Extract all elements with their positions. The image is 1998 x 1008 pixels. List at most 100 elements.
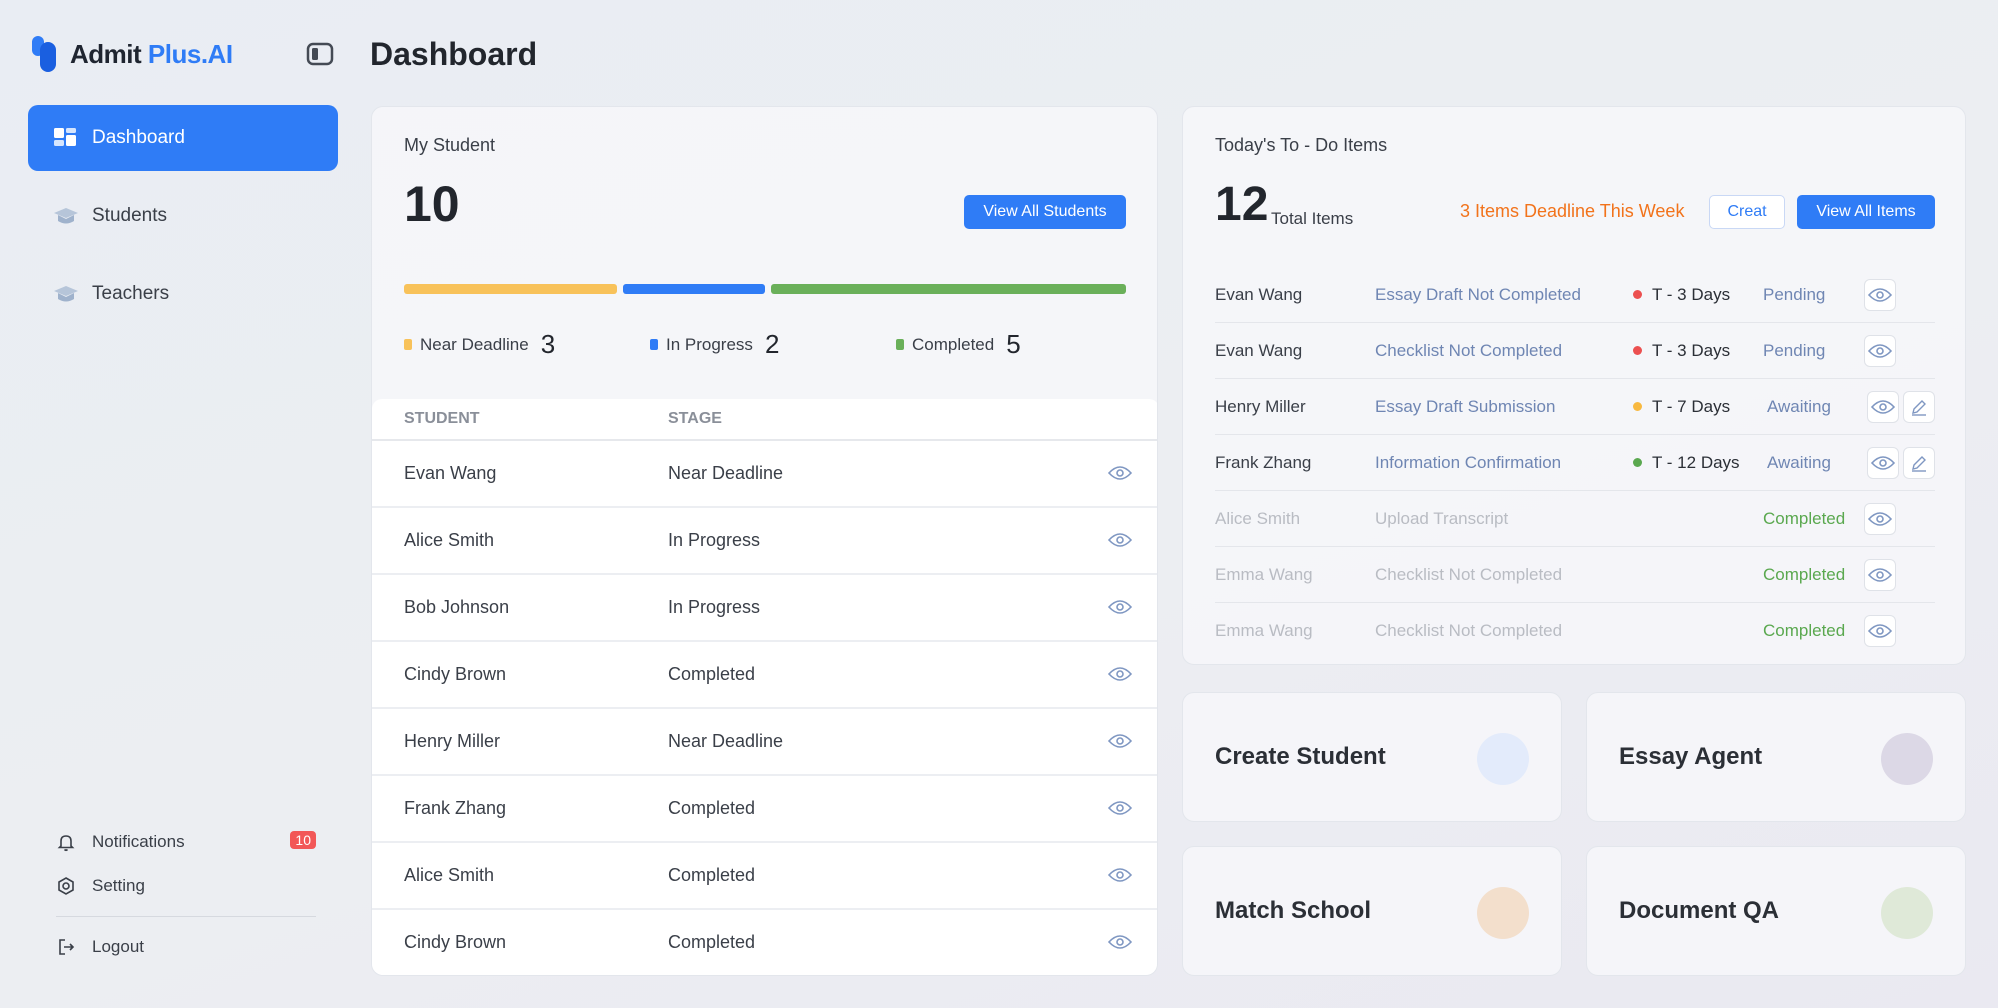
student-name: Alice Smith — [404, 530, 495, 550]
todo-student-name: Evan Wang — [1215, 340, 1303, 360]
due-status-dot — [1633, 402, 1642, 411]
table-header: STUDENT STAGE — [372, 399, 1157, 441]
legend-completed: Completed 5 — [896, 329, 1021, 360]
student-stage: Near Deadline — [668, 731, 784, 751]
edit-icon[interactable] — [1903, 391, 1935, 423]
student-stage: In Progress — [668, 597, 761, 617]
student-name: Frank Zhang — [404, 798, 507, 818]
notifications-label: Notifications — [92, 832, 185, 851]
essay-agent-card[interactable]: Essay Agent — [1586, 692, 1966, 822]
eye-icon[interactable] — [1864, 615, 1896, 647]
eye-icon[interactable] — [1107, 934, 1134, 952]
action-label: Match School — [1215, 897, 1372, 924]
legend-marker — [896, 339, 904, 350]
eye-icon[interactable] — [1107, 666, 1134, 684]
todo-student-name: Alice Smith — [1215, 508, 1301, 528]
edit-icon[interactable] — [1903, 447, 1935, 479]
student-name: Alice Smith — [404, 865, 495, 885]
table-row: Alice Smith Completed — [372, 843, 1157, 910]
column-header-student: STUDENT — [404, 410, 480, 427]
eye-icon[interactable] — [1107, 532, 1134, 550]
eye-icon[interactable] — [1107, 599, 1134, 617]
todo-student-name: Henry Miller — [1215, 396, 1306, 416]
eye-icon[interactable] — [1864, 279, 1896, 311]
create-item-button[interactable]: Creat — [1709, 195, 1785, 229]
eye-icon[interactable] — [1867, 447, 1899, 479]
due-status-dot — [1633, 458, 1642, 467]
eye-icon[interactable] — [1107, 867, 1134, 885]
document-qa-card[interactable]: Document QA — [1586, 846, 1966, 976]
match-school-card[interactable]: Match School — [1182, 846, 1562, 976]
todo-status: Completed — [1763, 508, 1846, 528]
todo-task[interactable]: Essay Draft Submission — [1375, 396, 1556, 416]
todo-list: Evan Wang Essay Draft Not Completed T - 3 … — [1215, 267, 1935, 659]
view-all-students-button[interactable]: View All Students — [964, 195, 1126, 229]
sidebar-toggle-icon[interactable] — [306, 42, 334, 66]
bell-icon — [56, 832, 76, 852]
setting-label: Setting — [92, 876, 145, 895]
logout-item[interactable]: Logout — [56, 925, 316, 969]
todo-task[interactable]: Essay Draft Not Completed — [1375, 284, 1581, 304]
todo-task[interactable]: Information Confirmation — [1375, 452, 1562, 472]
card-title: Today's To - Do Items — [1215, 135, 1388, 155]
eye-icon[interactable] — [1107, 733, 1134, 751]
todo-status: Pending — [1763, 340, 1826, 360]
view-all-items-button[interactable]: View All Items — [1797, 195, 1935, 229]
legend-label: Completed — [912, 334, 995, 354]
student-name: Cindy Brown — [404, 664, 507, 684]
todo-count: 12 — [1215, 178, 1269, 231]
sidebar-item-label: Students — [92, 205, 167, 226]
eye-icon[interactable] — [1107, 800, 1134, 818]
todo-student-name: Emma Wang — [1215, 564, 1313, 584]
todo-row: Evan Wang Essay Draft Not Completed T - 3 … — [1215, 267, 1935, 323]
eye-icon[interactable] — [1864, 559, 1896, 591]
logo-icon — [32, 36, 60, 72]
legend-count: 5 — [1006, 329, 1021, 359]
eye-icon[interactable] — [1864, 503, 1896, 535]
sidebar-item-label: Dashboard — [92, 127, 185, 148]
todo-row: Emma Wang Checklist Not Completed Complete… — [1215, 547, 1935, 603]
todo-student-name: Evan Wang — [1215, 284, 1303, 304]
sidebar-item-dashboard[interactable]: Dashboard — [28, 105, 338, 171]
divider — [56, 916, 316, 917]
graduation-cap-icon — [54, 205, 78, 227]
action-label: Create Student — [1215, 743, 1386, 770]
todo-task[interactable]: Checklist Not Completed — [1375, 564, 1563, 584]
todo-task[interactable]: Upload Transcript — [1375, 508, 1509, 528]
todo-task[interactable]: Checklist Not Completed — [1375, 621, 1563, 640]
create-student-card[interactable]: Create Student — [1182, 692, 1562, 822]
todo-status: Completed — [1763, 621, 1846, 640]
eye-icon[interactable] — [1864, 335, 1896, 367]
logo[interactable]: Admit Plus.AI — [32, 36, 233, 72]
logout-icon — [56, 937, 76, 957]
my-student-card: My Student 10 View All Students Near Dea… — [371, 106, 1158, 976]
sidebar-item-students[interactable]: Students — [28, 183, 338, 249]
todo-status: Completed — [1763, 564, 1846, 584]
setting-item[interactable]: Setting — [56, 864, 316, 908]
todo-days: T - 12 Days — [1652, 452, 1740, 472]
action-circle-icon — [1477, 887, 1529, 939]
table-row: Evan Wang Near Deadline — [372, 441, 1157, 508]
table-row: Henry Miller Near Deadline — [372, 709, 1157, 776]
legend-marker — [404, 339, 412, 350]
todo-task[interactable]: Checklist Not Completed — [1375, 340, 1563, 360]
legend-count: 3 — [540, 329, 556, 359]
eye-icon[interactable] — [1107, 465, 1134, 483]
gear-icon — [56, 876, 76, 896]
legend-count: 2 — [764, 329, 780, 359]
student-name: Cindy Brown — [404, 932, 507, 952]
legend-label: In Progress — [666, 334, 753, 354]
todo-row: Alice Smith Upload Transcript Completed — [1215, 491, 1935, 547]
sidebar-bottom: Notifications 10 Setting Logout — [56, 820, 316, 969]
deadline-notice[interactable]: 3 Items Deadline This Week — [1460, 201, 1685, 221]
due-status-dot — [1633, 346, 1642, 355]
student-name: Bob Johnson — [404, 597, 510, 617]
todo-row: Evan Wang Checklist Not Completed T - 3 Da… — [1215, 323, 1935, 379]
todo-days: T - 3 Days — [1652, 284, 1731, 304]
brand-name: Admit Plus.AI — [70, 38, 233, 69]
eye-icon[interactable] — [1867, 391, 1899, 423]
notifications-item[interactable]: Notifications 10 — [56, 820, 316, 864]
completed-bar — [771, 284, 1126, 294]
sidebar-item-teachers[interactable]: Teachers — [28, 261, 338, 327]
todo-row: Henry Miller Essay Draft Submission T - 7 … — [1215, 379, 1935, 435]
